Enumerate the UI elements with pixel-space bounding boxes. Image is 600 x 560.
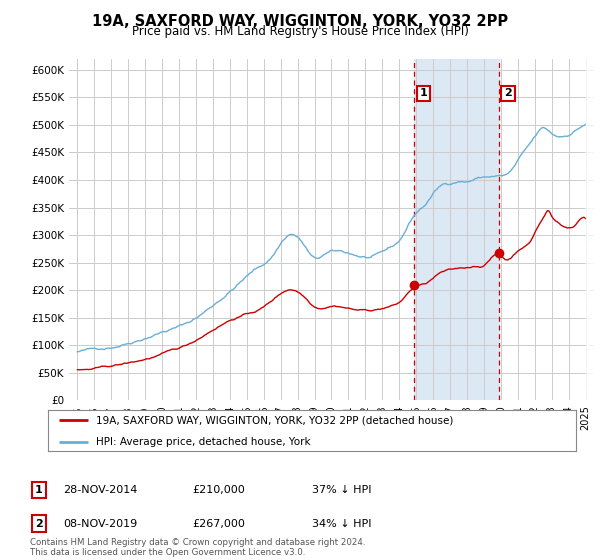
Text: £210,000: £210,000 (192, 485, 245, 495)
Text: 2: 2 (504, 88, 512, 99)
Bar (415, 59, 499, 400)
Bar (586, 59, 594, 400)
Text: £267,000: £267,000 (192, 519, 245, 529)
Text: 34% ↓ HPI: 34% ↓ HPI (312, 519, 371, 529)
Text: Price paid vs. HM Land Registry's House Price Index (HPI): Price paid vs. HM Land Registry's House … (131, 25, 469, 38)
Text: HPI: Average price, detached house, York: HPI: Average price, detached house, York (95, 437, 310, 447)
Text: 37% ↓ HPI: 37% ↓ HPI (312, 485, 371, 495)
Text: 1: 1 (35, 485, 43, 495)
Text: 08-NOV-2019: 08-NOV-2019 (63, 519, 137, 529)
Text: Contains HM Land Registry data © Crown copyright and database right 2024.
This d: Contains HM Land Registry data © Crown c… (30, 538, 365, 557)
Text: 1: 1 (419, 88, 427, 99)
Text: 19A, SAXFORD WAY, WIGGINTON, YORK, YO32 2PP: 19A, SAXFORD WAY, WIGGINTON, YORK, YO32 … (92, 14, 508, 29)
Text: 28-NOV-2014: 28-NOV-2014 (63, 485, 137, 495)
Text: 2: 2 (35, 519, 43, 529)
Text: 19A, SAXFORD WAY, WIGGINTON, YORK, YO32 2PP (detached house): 19A, SAXFORD WAY, WIGGINTON, YORK, YO32 … (95, 415, 453, 425)
